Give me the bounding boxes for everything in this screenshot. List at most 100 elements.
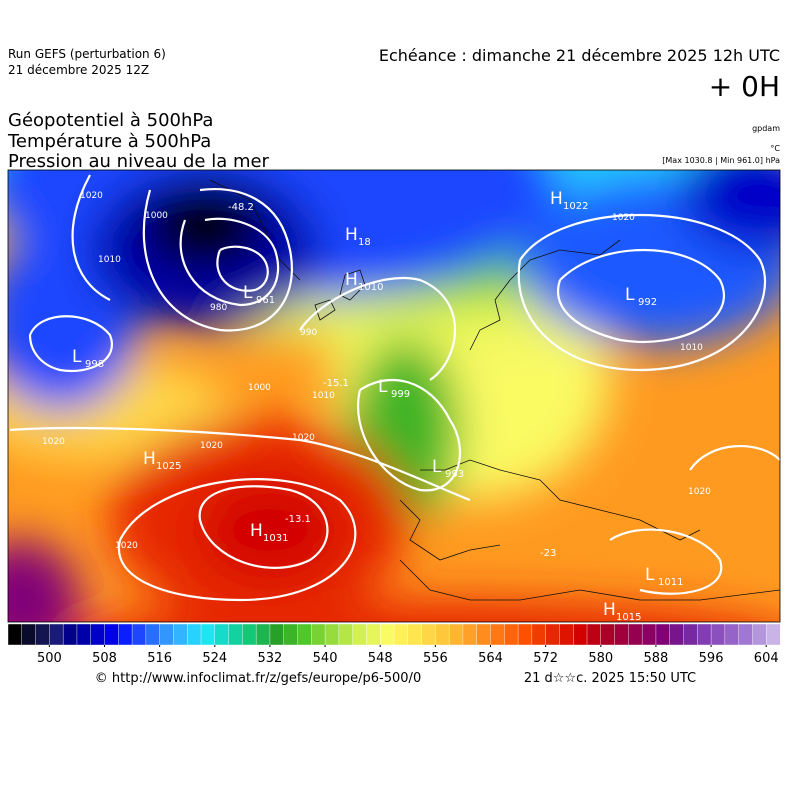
colorbar-swatch [311,623,326,646]
pressure-center-kind: L [72,347,82,367]
pressure-center-kind: H [345,270,358,290]
colorbar-swatch [738,623,753,646]
pressure-center-kind: H [250,521,263,541]
pressure-center-kind: L [645,565,655,585]
temperature-label: -48.2 [228,202,254,213]
colorbar-swatch [573,623,588,646]
colorbar-swatch [600,623,616,646]
isobars [9,174,780,602]
colorbar-swatch [697,623,712,646]
colorbar-tick-label: 532 [258,651,283,666]
colorbar-tick-label: 540 [313,651,338,666]
pressure-center-value: 1031 [263,533,288,544]
colorbar-swatch [21,623,37,646]
colorbar-swatch [517,623,533,646]
colorbar-swatch [145,623,161,646]
colorbar-swatch [586,623,602,646]
colorbar-swatch [90,623,106,646]
colorbar-swatch [352,623,367,646]
colorbar-swatch [669,623,685,646]
isobar-label: 1020 [612,213,635,223]
valid-time: Echéance : dimanche 21 décembre 2025 12h… [379,46,780,65]
isobar-label: 990 [300,328,317,338]
isobar-label: 1020 [688,487,711,497]
pressure-center-value: 18 [358,237,371,248]
colorbar-swatch [628,623,643,646]
colorbar-swatch [752,623,767,646]
colorbar-swatch [200,623,216,646]
colorbar-tick-label: 516 [147,651,172,666]
isobar-label: 1020 [80,191,103,201]
colorbar-swatch [131,623,147,646]
colorbar-tick-label: 604 [754,651,779,666]
pressure-center-value: 992 [638,297,657,308]
unit-label: gpdam [752,124,780,133]
colorbar-swatch [338,623,354,646]
colorbar-swatch [104,623,119,646]
colorbar-swatch [504,623,519,646]
colorbar-swatch [118,623,133,646]
isobar-label: 980 [210,303,227,313]
colorbar-swatch [324,623,340,646]
colorbar-swatch [242,623,257,646]
pressure-center-kind: H [143,449,156,469]
colorbar-swatch [380,623,395,646]
colorbar-swatch [655,623,671,646]
colorbar-tick-label: 508 [92,651,117,666]
colorbar-swatch [683,623,698,646]
colorbar-swatch [214,623,230,646]
colorbar-swatch [559,623,574,646]
generated-time: 21 d☆☆c. 2025 15:50 UTC [524,671,696,686]
colorbar-swatch [49,623,64,646]
colorbar: 500 508 516 524 532 540 548 556 564 572 580 588 596 6… [7,623,781,666]
colorbar-swatch [724,623,740,646]
pressure-center-value: 1010 [358,282,383,293]
isobar-label: 1000 [145,211,168,221]
isobar-label: 1020 [42,437,65,447]
coastlines [209,179,780,601]
pressure-center-kind: L [432,457,442,477]
colorbar-swatch [35,623,50,646]
isobar-label: 1010 [312,391,335,401]
temperature-label: -13.1 [285,514,311,525]
colorbar-swatch [366,623,381,646]
colorbar-swatch [448,623,464,646]
colorbar-swatch [62,623,78,646]
colorbar-tick-label: 500 [37,651,62,666]
pressure-center-kind: L [243,283,253,303]
isobar-label: 1010 [680,343,703,353]
field-title: Température à 500hPa [7,131,211,152]
run-date: 21 décembre 2025 12Z [8,63,149,77]
pressure-center-value: 998 [85,359,104,370]
field-title: Géopotentiel à 500hPa [8,110,213,131]
colorbar-tick-label: 548 [368,651,393,666]
colorbar-swatch [476,623,492,646]
colorbar-swatch [269,623,285,646]
colorbar-swatch [641,623,657,646]
pressure-center-value: 1022 [563,201,588,212]
colorbar-swatch [228,623,243,646]
colorbar-swatch [710,623,726,646]
colorbar-swatch [7,623,23,646]
colorbar-swatch [393,623,409,646]
colorbar-swatch [187,623,202,646]
colorbar-swatch [297,623,312,646]
isobar-label: 1010 [98,255,121,265]
isobar-label: 1020 [200,441,223,451]
colorbar-swatch [159,623,174,646]
pressure-center-value: 999 [391,389,410,400]
isobar-label: 1000 [248,383,271,393]
pressure-center-kind: L [378,377,388,397]
lead-time: + 0H [709,70,780,103]
colorbar-swatch [421,623,436,646]
pressure-center-value: 993 [445,469,464,480]
colorbar-swatch [531,623,547,646]
colorbar-swatch [435,623,450,646]
colorbar-tick-label: 596 [699,651,724,666]
colorbar-tick-label: 588 [644,651,669,666]
colorbar-swatch [614,623,629,646]
pressure-center-kind: H [345,225,358,245]
colorbar-swatch [407,623,423,646]
pressure-center-value: 1015 [616,612,641,623]
